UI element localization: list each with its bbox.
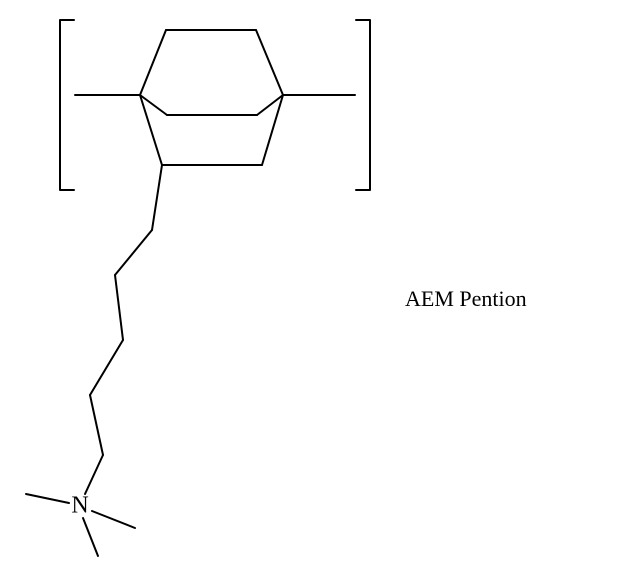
compound-label: AEM Pention <box>405 286 527 312</box>
diagram-canvas: AEM Pention N <box>0 0 640 574</box>
nitrogen-atom: N <box>71 493 88 520</box>
structure-svg <box>0 0 640 574</box>
